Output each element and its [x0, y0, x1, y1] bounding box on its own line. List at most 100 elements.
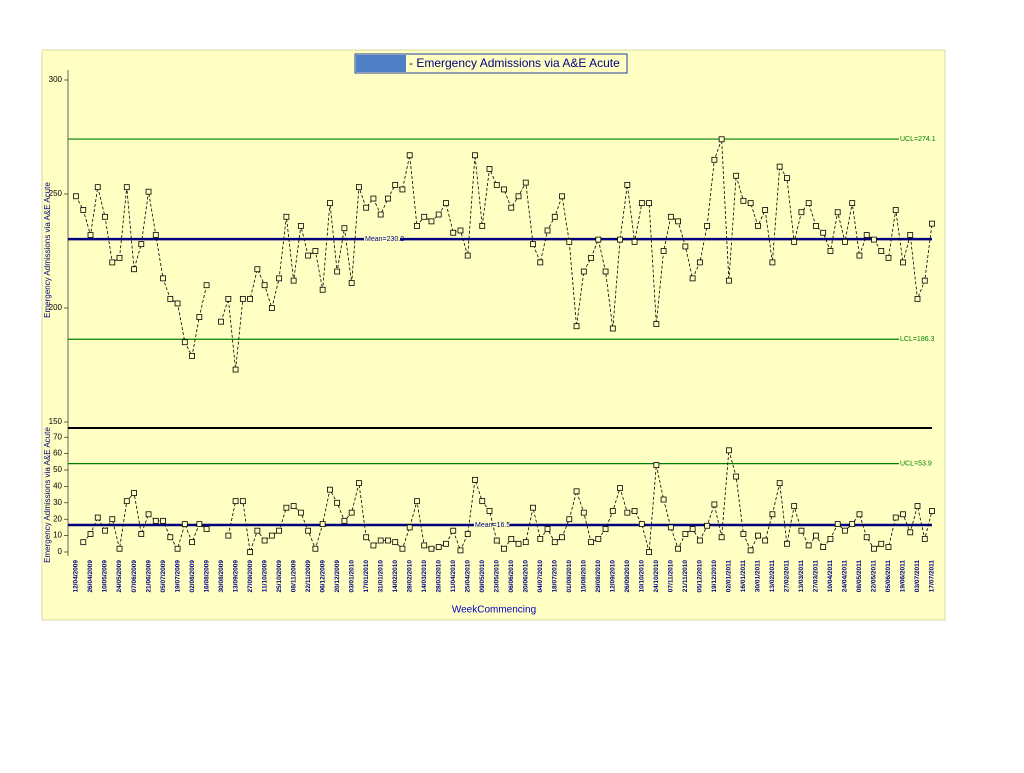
data-point	[921, 277, 928, 284]
data-point	[842, 527, 848, 534]
x-tick-label: 24/04/2011	[842, 560, 849, 593]
data-point	[559, 193, 565, 200]
reference-label: Mean=230.2	[365, 236, 404, 243]
data-point	[501, 186, 507, 193]
data-point	[718, 534, 725, 541]
x-tick-label: 28/03/2010	[435, 560, 442, 593]
reference-label-bg	[899, 135, 935, 144]
data-point	[443, 200, 449, 207]
data-point	[94, 514, 101, 521]
data-point	[711, 501, 718, 508]
data-point	[849, 521, 856, 528]
data-point	[878, 248, 885, 254]
data-point	[827, 248, 834, 254]
data-point	[660, 496, 667, 503]
data-point	[754, 532, 761, 539]
data-point	[363, 534, 370, 541]
data-point	[689, 526, 696, 532]
x-tick-label: 17/01/2010	[363, 560, 370, 593]
data-point	[385, 537, 391, 544]
data-point	[820, 229, 827, 236]
data-point	[189, 352, 195, 359]
x-tick-label: 18/07/2010	[551, 560, 558, 593]
data-point	[486, 508, 493, 514]
data-point	[530, 504, 536, 511]
data-point	[145, 188, 152, 195]
data-point	[435, 211, 442, 218]
reference-label: UCL=53.9	[900, 460, 932, 467]
data-point	[566, 238, 573, 245]
x-tick-label: 10/05/2009	[102, 560, 109, 593]
data-point	[784, 540, 790, 547]
data-point	[225, 295, 232, 302]
data-point	[537, 259, 544, 266]
data-point	[87, 232, 94, 238]
data-point	[406, 152, 413, 159]
x-tick-label: 31/01/2010	[377, 560, 384, 593]
data-point	[682, 243, 689, 250]
series-line	[227, 450, 933, 553]
data-point	[508, 204, 515, 211]
x-tick-label: 11/10/2009	[261, 560, 268, 593]
data-point	[297, 223, 304, 229]
data-point	[268, 532, 275, 539]
data-point	[580, 268, 587, 275]
data-point	[80, 207, 87, 213]
data-point	[109, 259, 116, 266]
x-tick-label: 22/11/2009	[305, 560, 312, 593]
data-point	[493, 181, 500, 188]
x-tick-label: 06/06/2010	[508, 560, 515, 593]
x-tick-label: 12/09/2010	[610, 560, 617, 593]
reference-label-bg	[899, 459, 935, 468]
data-point	[218, 318, 224, 325]
data-point	[102, 213, 108, 220]
data-point	[450, 527, 457, 534]
data-point	[356, 184, 362, 191]
data-point	[733, 473, 740, 480]
data-point	[319, 521, 326, 528]
data-point	[602, 526, 609, 532]
data-point	[530, 241, 536, 248]
data-point	[725, 447, 732, 454]
data-point	[464, 252, 471, 259]
data-point	[123, 184, 130, 191]
data-point	[377, 537, 384, 544]
data-point	[312, 248, 319, 254]
y-axis-label: Emergency Admissions via A&E Acute	[43, 182, 52, 318]
data-point	[363, 204, 370, 211]
reference-label: UCL=274.1	[900, 136, 936, 143]
x-tick-label: 30/01/2011	[755, 560, 762, 593]
data-point	[842, 238, 848, 245]
data-point	[675, 545, 682, 552]
chart-panel	[41, 49, 946, 621]
y-tick-label: 300	[49, 75, 63, 84]
data-point	[392, 181, 399, 188]
data-point	[914, 295, 921, 302]
data-point	[863, 534, 870, 541]
data-point	[515, 540, 522, 547]
data-point	[704, 522, 711, 529]
x-tick-label: 01/08/2010	[566, 560, 573, 593]
data-point	[667, 524, 674, 531]
data-point	[653, 321, 660, 327]
x-tick-label: 29/08/2010	[595, 560, 602, 593]
data-point	[769, 259, 776, 266]
data-point	[725, 277, 732, 284]
data-point	[834, 209, 841, 216]
x-tick-label: 13/09/2009	[232, 560, 239, 593]
data-point	[827, 535, 834, 542]
data-point	[167, 534, 174, 541]
data-point	[239, 498, 246, 505]
data-point	[283, 504, 290, 511]
data-point	[326, 486, 333, 493]
data-point	[341, 225, 348, 232]
data-point	[334, 499, 341, 506]
data-point	[704, 223, 711, 229]
data-point	[247, 295, 254, 302]
data-point	[551, 539, 558, 546]
data-point	[646, 549, 652, 555]
data-point	[696, 259, 703, 266]
data-point	[740, 197, 747, 204]
data-point	[305, 527, 312, 534]
data-point	[638, 200, 645, 207]
